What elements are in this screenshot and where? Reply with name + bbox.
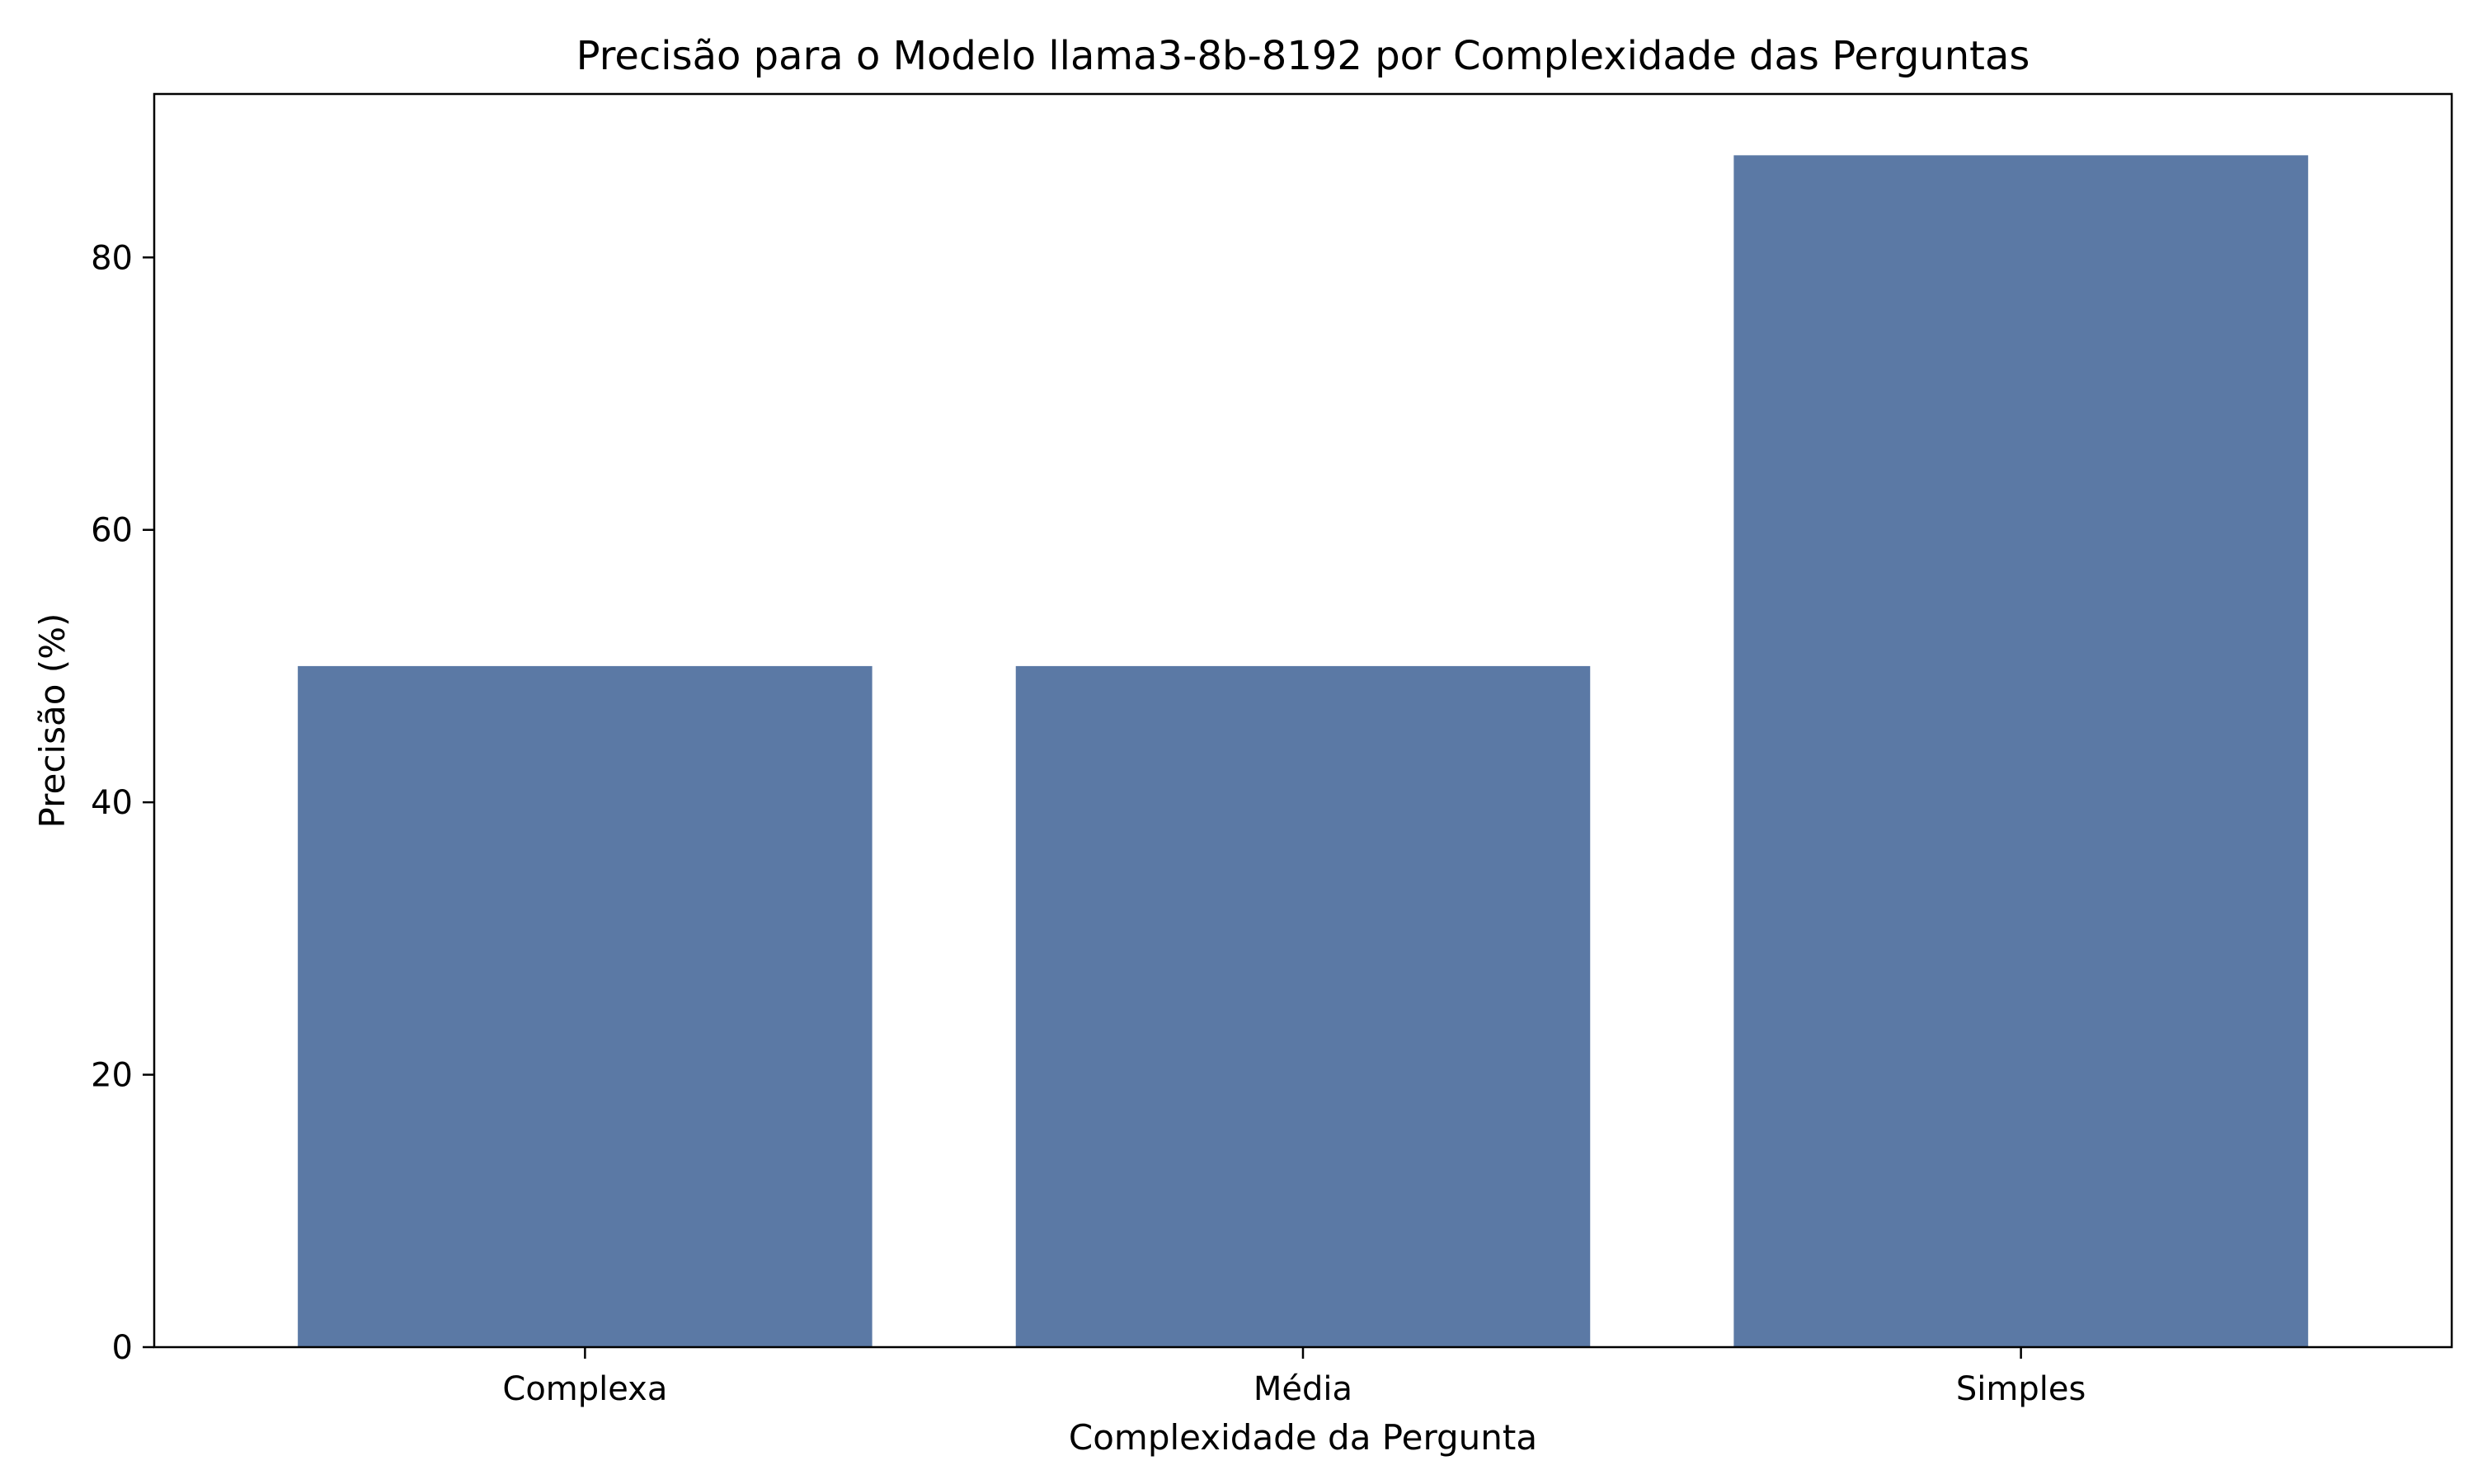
x-tick-label: Simples: [1956, 1370, 2086, 1408]
y-tick-label: 60: [91, 512, 133, 550]
x-axis: Complexa Média Simples: [502, 1347, 2086, 1408]
y-axis: 0 20 40 60 80: [91, 239, 154, 1367]
x-tick-label: Média: [1253, 1370, 1352, 1408]
bar-simples: [1733, 155, 2308, 1348]
x-axis-label: Complexidade da Pergunta: [1069, 1417, 1537, 1458]
x-tick-label: Complexa: [502, 1370, 667, 1408]
y-tick-label: 0: [112, 1329, 133, 1367]
bar-media: [1015, 665, 1591, 1347]
y-tick-label: 20: [91, 1057, 133, 1095]
y-tick-label: 40: [91, 784, 133, 822]
bar-complexa: [298, 665, 872, 1347]
y-axis-label: Precisão (%): [32, 613, 73, 829]
bars-layer: [298, 155, 2308, 1348]
chart-title: Precisão para o Modelo llama3-8b-8192 po…: [576, 33, 2030, 79]
plot-frame: [153, 92, 2453, 1349]
y-tick-label: 80: [91, 239, 133, 277]
